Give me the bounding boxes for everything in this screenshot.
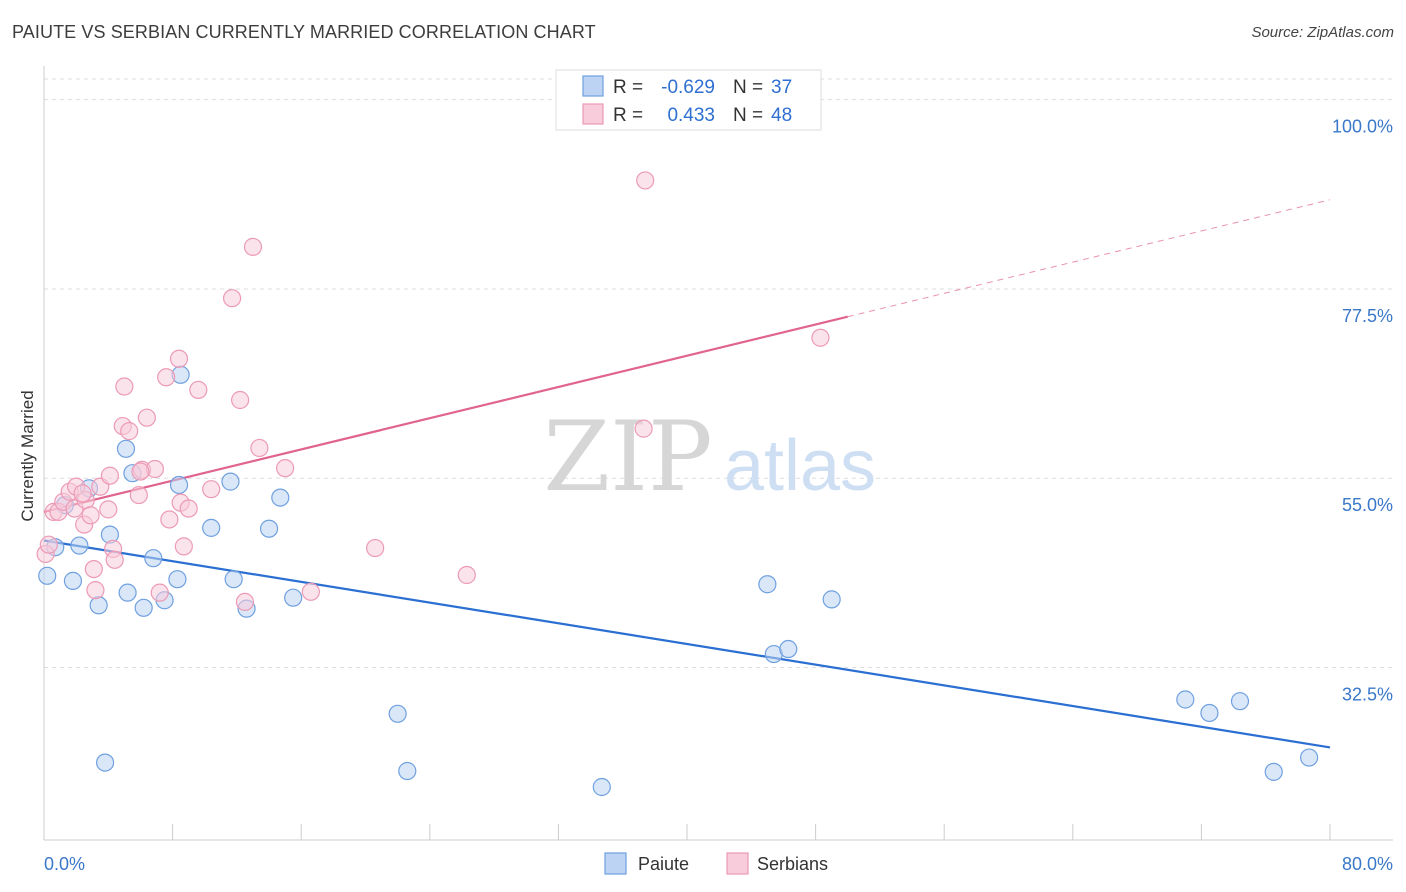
data-points bbox=[36, 171, 1319, 797]
y-tick-label: 100.0% bbox=[1332, 117, 1393, 137]
legend-n-label: N = bbox=[733, 105, 763, 126]
serbians-bottom-swatch bbox=[726, 852, 749, 875]
y-tick-label: 32.5% bbox=[1342, 685, 1393, 705]
paiute-point bbox=[284, 588, 303, 607]
paiute-point bbox=[70, 536, 89, 555]
serbians-point bbox=[150, 583, 169, 602]
serbians-legend-swatch bbox=[582, 103, 604, 125]
axes bbox=[43, 66, 1393, 841]
legend-n-value: 37 bbox=[771, 77, 792, 98]
paiute-point bbox=[224, 570, 243, 589]
chart-title: PAIUTE VS SERBIAN CURRENTLY MARRIED CORR… bbox=[12, 22, 596, 42]
paiute-point bbox=[259, 519, 279, 538]
serbians-point bbox=[243, 237, 263, 256]
serbians-point bbox=[457, 565, 476, 585]
paiute-legend-label: Paiute bbox=[638, 854, 689, 874]
paiute-point bbox=[1300, 748, 1319, 767]
top-legend: R = -0.629 N = 37 R = 0.433 N = 48 bbox=[555, 69, 822, 131]
y-tick-label: 77.5% bbox=[1342, 306, 1393, 326]
x-tick-label: 0.0% bbox=[44, 854, 85, 874]
serbians-point bbox=[115, 377, 134, 396]
paiute-point bbox=[144, 549, 163, 568]
serbians-point bbox=[366, 538, 385, 558]
serbians-point bbox=[131, 462, 150, 481]
y-tick-label: 55.0% bbox=[1342, 495, 1393, 515]
paiute-point bbox=[1200, 703, 1219, 723]
paiute-point bbox=[116, 439, 136, 458]
paiute-legend-swatch bbox=[582, 75, 604, 97]
serbians-point bbox=[179, 499, 198, 518]
serbians-trend-extension bbox=[847, 199, 1331, 318]
paiute-point bbox=[398, 761, 417, 781]
serbians-point bbox=[202, 480, 221, 499]
serbians-point bbox=[189, 380, 208, 400]
legend-n-label: N = bbox=[733, 77, 763, 98]
paiute-point bbox=[779, 639, 798, 659]
paiute-point bbox=[169, 475, 189, 495]
paiute-point bbox=[758, 575, 777, 594]
paiute-trend-line bbox=[43, 539, 1331, 749]
bottom-legend: Paiute Serbians bbox=[604, 852, 828, 875]
serbians-point bbox=[160, 510, 179, 529]
paiute-point bbox=[822, 590, 841, 609]
serbians-point bbox=[99, 500, 118, 519]
serbians-point bbox=[84, 559, 103, 579]
x-tick-label: 80.0% bbox=[1342, 854, 1393, 874]
watermark-zip: ZIP bbox=[543, 401, 712, 513]
x-tick-labels: 0.0% 80.0% bbox=[44, 854, 1393, 874]
paiute-point bbox=[221, 472, 240, 491]
paiute-point bbox=[118, 583, 137, 602]
gridlines bbox=[44, 78, 1393, 669]
paiute-point bbox=[202, 518, 221, 537]
paiute-point bbox=[1264, 762, 1283, 781]
paiute-point bbox=[592, 777, 611, 797]
source-credit: Source: ZipAtlas.com bbox=[1251, 24, 1394, 41]
serbians-point bbox=[39, 535, 58, 554]
serbians-point bbox=[636, 171, 655, 190]
serbians-point bbox=[86, 581, 105, 600]
serbians-point bbox=[235, 592, 255, 612]
serbians-point bbox=[81, 506, 100, 525]
paiute-point bbox=[1176, 690, 1195, 709]
serbians-point bbox=[174, 537, 193, 556]
serbians-point bbox=[634, 419, 653, 438]
paiute-point bbox=[89, 596, 108, 615]
paiute-point bbox=[1230, 692, 1250, 711]
paiute-point bbox=[95, 753, 115, 772]
paiute-point bbox=[168, 570, 187, 589]
legend-r-value: 0.433 bbox=[667, 105, 715, 126]
watermark: ZIP atlas bbox=[543, 401, 876, 513]
paiute-point bbox=[271, 488, 290, 507]
paiute-bottom-swatch bbox=[604, 852, 627, 875]
serbians-point bbox=[137, 408, 156, 427]
legend-r-value: -0.629 bbox=[661, 77, 715, 98]
serbians-point bbox=[157, 368, 176, 387]
serbians-point bbox=[222, 289, 242, 308]
serbians-point bbox=[73, 484, 92, 503]
legend-n-value: 48 bbox=[771, 105, 792, 126]
serbians-legend-label: Serbians bbox=[757, 854, 828, 874]
serbians-point bbox=[301, 582, 320, 601]
paiute-point bbox=[134, 598, 153, 617]
serbians-point bbox=[250, 438, 269, 458]
legend-r-label: R = bbox=[613, 77, 643, 98]
serbians-point bbox=[100, 466, 120, 485]
paiute-point bbox=[63, 571, 83, 590]
paiute-point bbox=[38, 566, 57, 585]
serbians-point bbox=[231, 390, 250, 410]
serbians-point bbox=[120, 422, 139, 441]
serbians-point bbox=[129, 485, 148, 505]
serbians-point bbox=[169, 349, 189, 368]
watermark-atlas: atlas bbox=[724, 426, 876, 506]
y-tick-labels: 32.5% 55.0% 77.5% 100.0% bbox=[1332, 117, 1393, 705]
serbians-point bbox=[276, 459, 295, 478]
paiute-point bbox=[388, 704, 407, 723]
y-axis-label: Currently Married bbox=[18, 390, 37, 521]
serbians-point bbox=[811, 328, 830, 347]
serbians-point bbox=[105, 550, 124, 569]
legend-r-label: R = bbox=[613, 105, 643, 126]
